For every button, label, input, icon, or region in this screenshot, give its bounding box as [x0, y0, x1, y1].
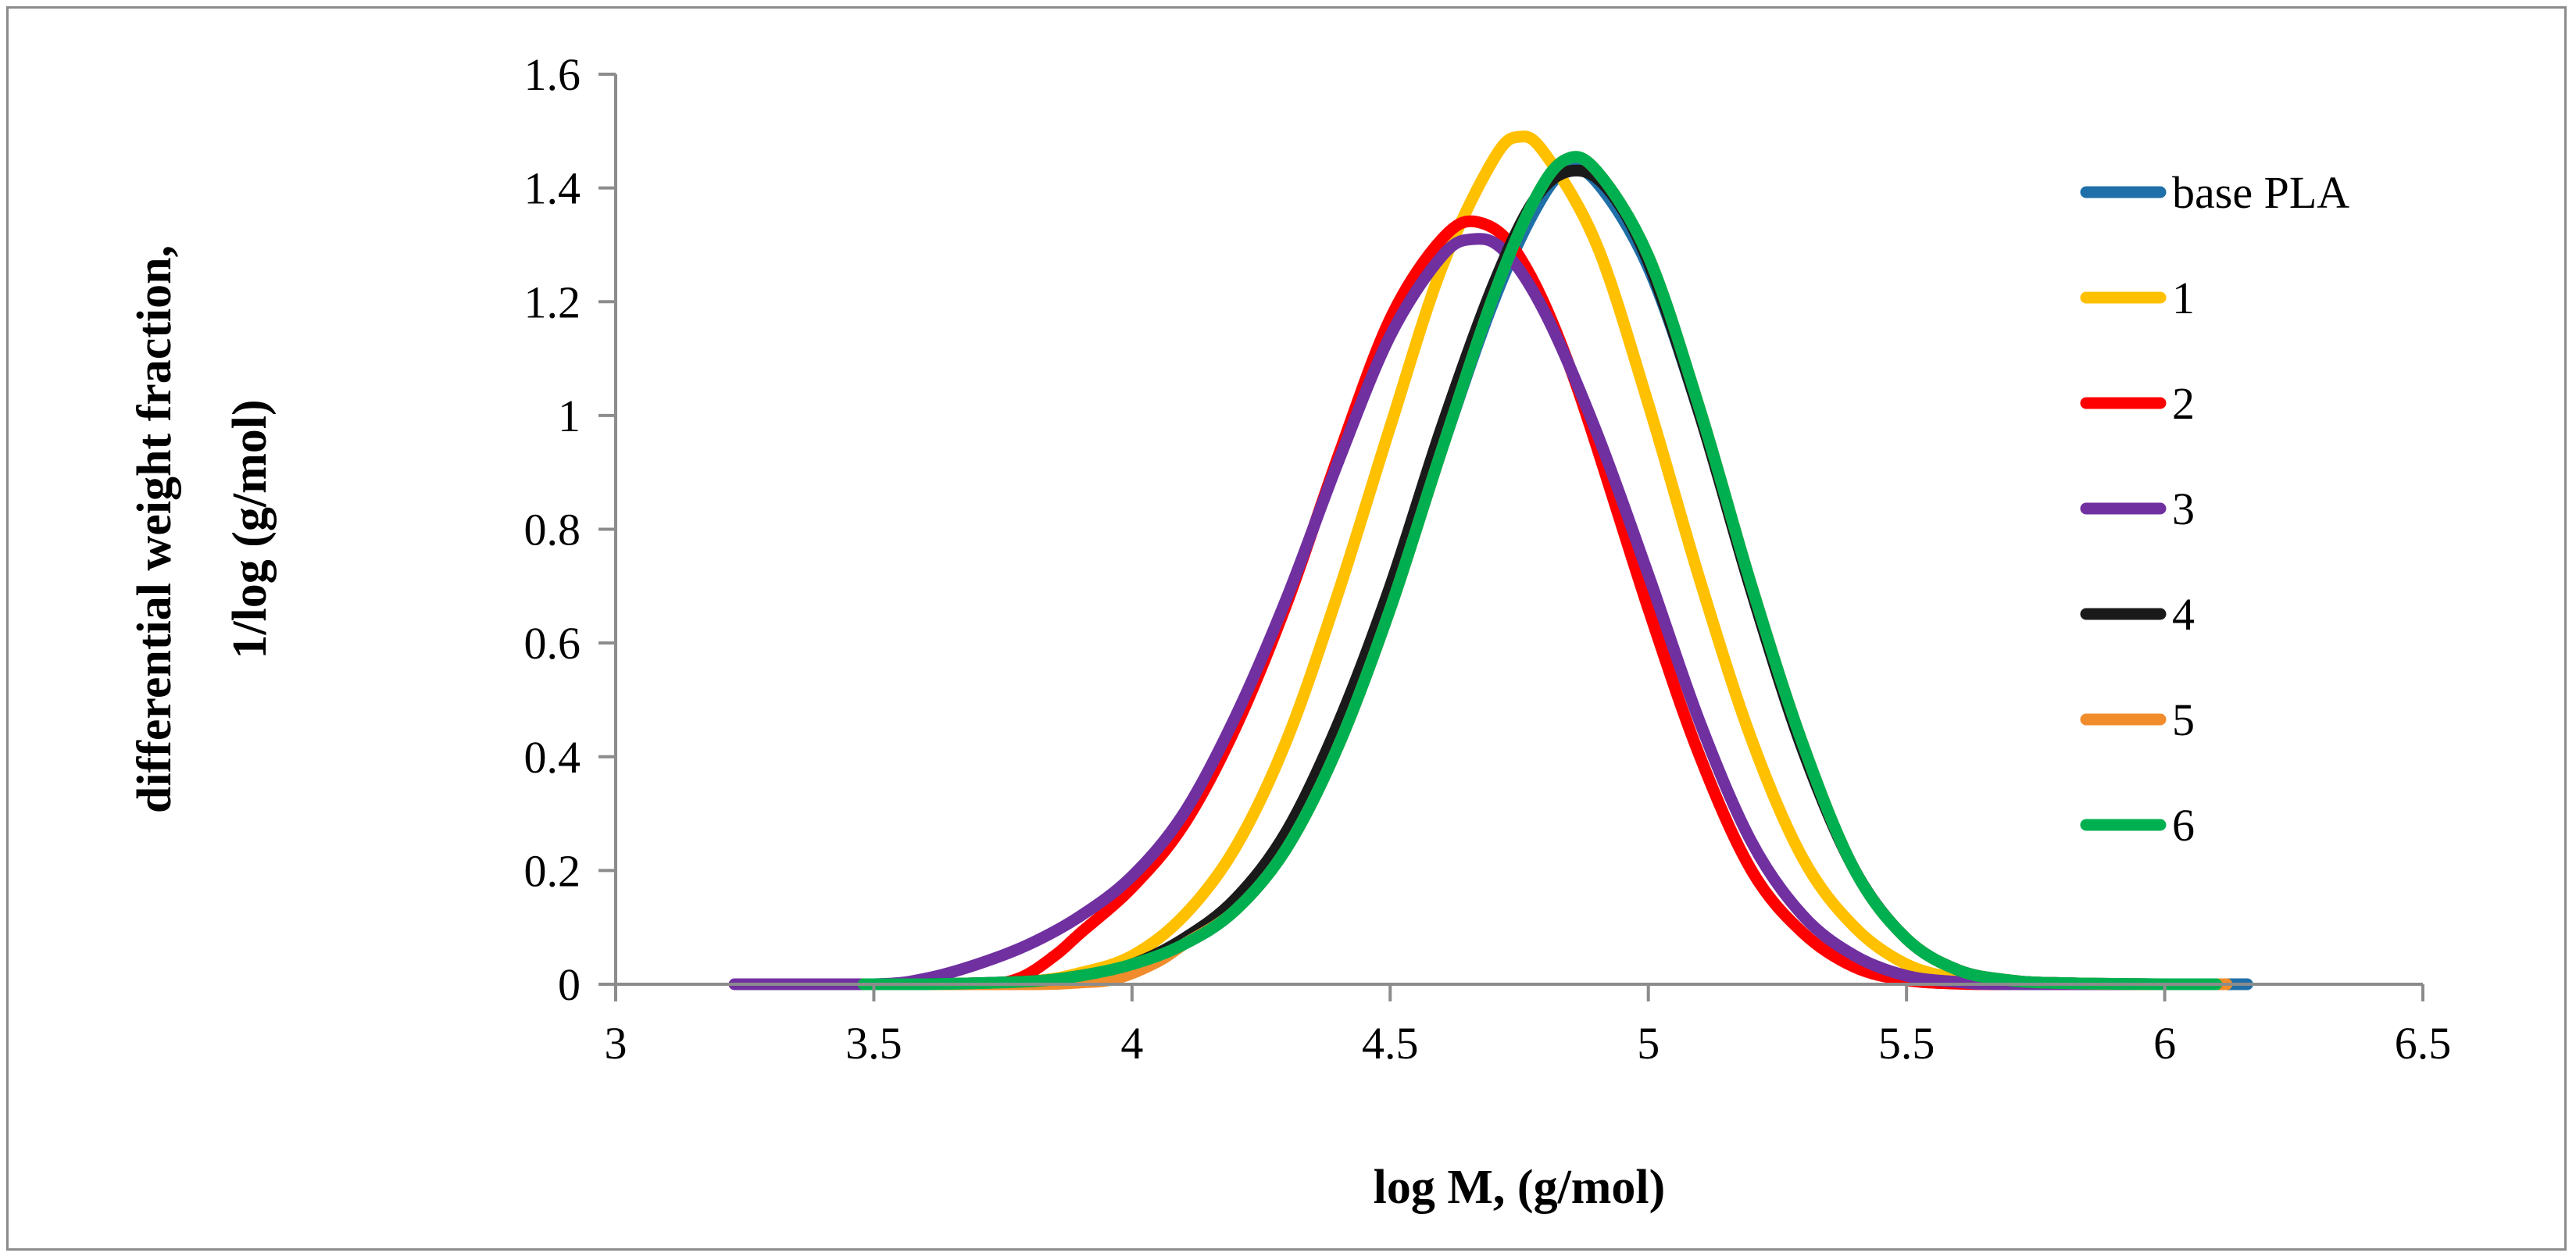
tick-layer: 3 3.5 4 4.5 5 5.5 6 6.5 0 0.2 0.4 0.6 0.8 1 1.2 1.4 1.6 — [524, 49, 2452, 1069]
x-tick-label: 6 — [2153, 1018, 2176, 1069]
legend-label-1: 1 — [2172, 273, 2195, 323]
legend-label-4: 4 — [2172, 589, 2195, 640]
y-tick-label: 0.4 — [524, 732, 581, 783]
x-axis-title: log M, (g/mol) — [1374, 1161, 1666, 1214]
legend-label-base-pla: base PLA — [2172, 167, 2349, 218]
y-tick-label: 1.6 — [524, 49, 581, 100]
x-tick-label: 5.5 — [1878, 1018, 1935, 1069]
x-tick-label: 3.5 — [845, 1018, 902, 1069]
legend-label-3: 3 — [2172, 484, 2195, 534]
legend-label-2: 2 — [2172, 378, 2195, 429]
y-tick-label: 1.2 — [524, 277, 581, 327]
x-tick-label: 4.5 — [1362, 1018, 1419, 1069]
legend-label-6: 6 — [2172, 800, 2195, 851]
y-tick-label: 1.4 — [524, 163, 581, 214]
series-line-1 — [857, 130, 2223, 991]
x-tick-label: 5 — [1637, 1018, 1660, 1069]
y-tick-label: 0.2 — [524, 845, 581, 896]
y-axis-title: differential weight fraction, 1/log (g/m… — [128, 245, 277, 813]
legend-label-5: 5 — [2172, 694, 2195, 745]
chart-frame — [6, 6, 2567, 1251]
series-line-5 — [857, 151, 2233, 991]
y-axis-title-line-2: 1/log (g/mol) — [223, 399, 277, 659]
series-line-2 — [857, 215, 2223, 991]
axis-layer — [614, 74, 2423, 986]
series-line-3 — [728, 233, 2223, 991]
series-layer — [728, 130, 2253, 991]
x-tick-label: 6.5 — [2395, 1018, 2452, 1069]
x-tick-label: 4 — [1120, 1018, 1143, 1069]
y-tick-label: 0 — [558, 959, 581, 1010]
x-tick-label: 3 — [605, 1018, 627, 1069]
y-tick-label: 0.8 — [524, 505, 581, 555]
series-line-6 — [857, 151, 2223, 991]
y-tick-label: 1 — [558, 391, 581, 441]
legend: base PLA 1 2 3 4 5 6 — [2080, 167, 2349, 851]
y-axis-title-line-1: differential weight fraction, — [128, 245, 181, 813]
y-tick-label: 0.6 — [524, 618, 581, 669]
series-line-base-pla — [857, 162, 2253, 991]
